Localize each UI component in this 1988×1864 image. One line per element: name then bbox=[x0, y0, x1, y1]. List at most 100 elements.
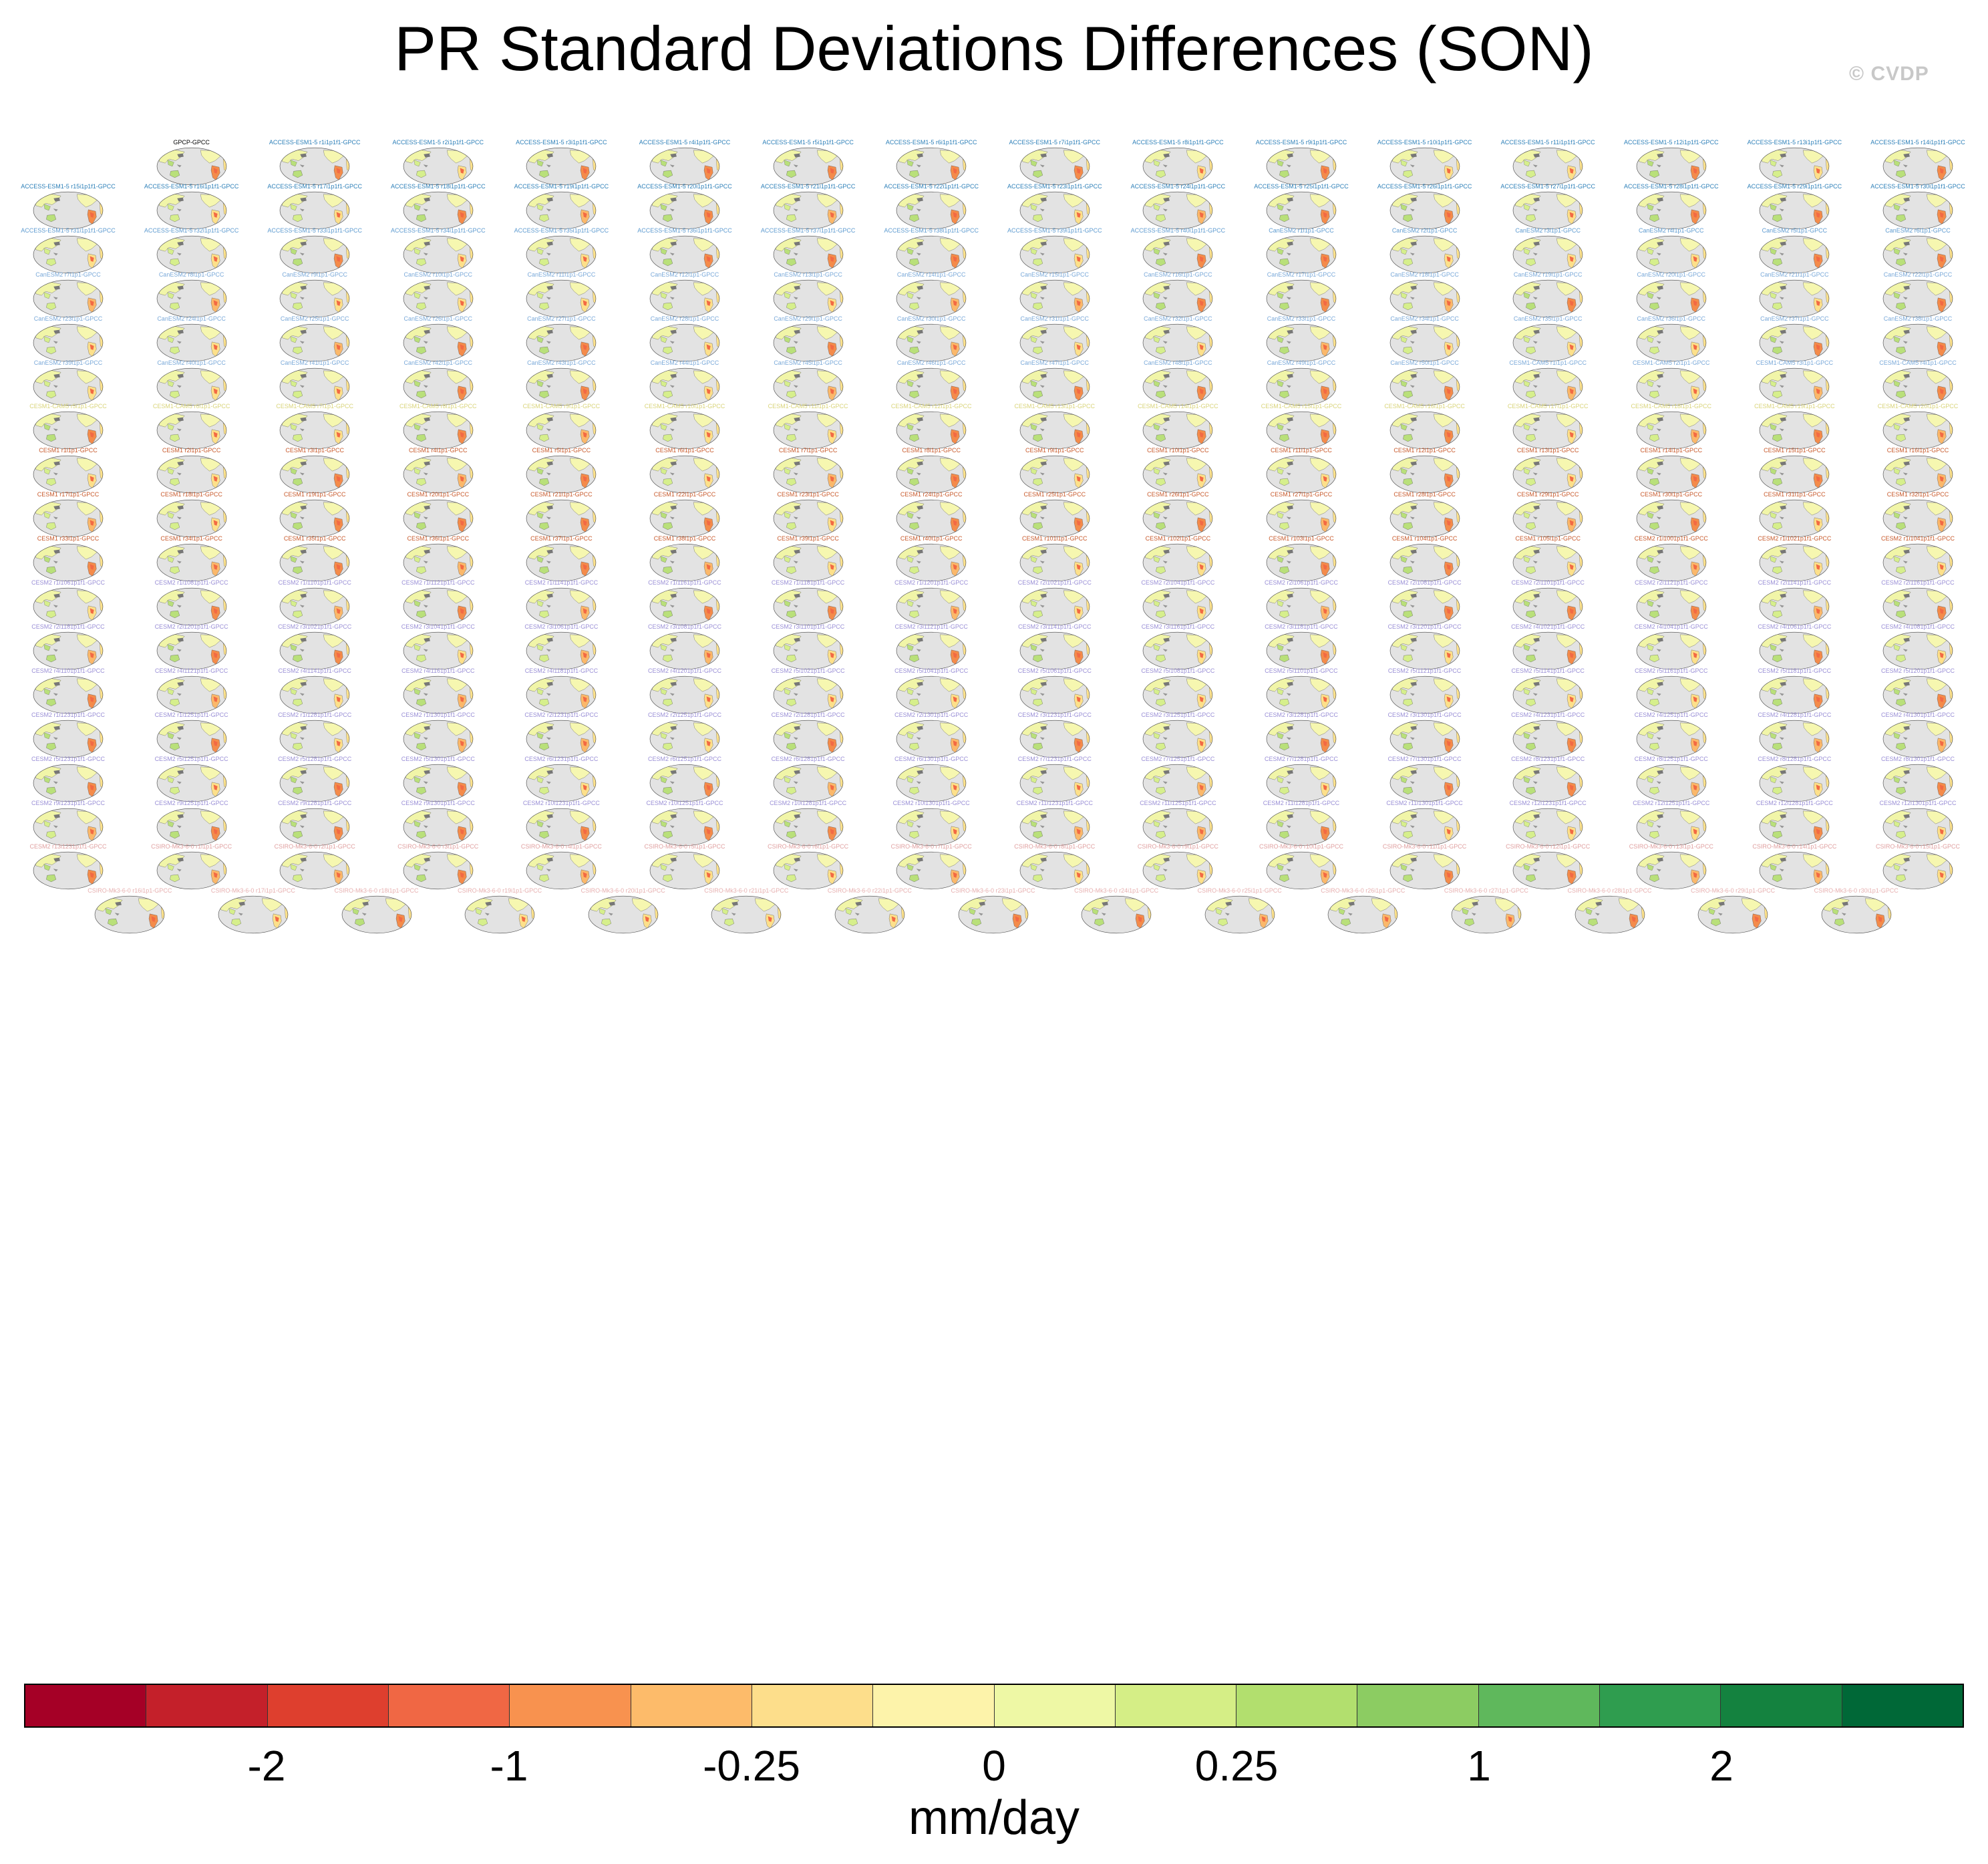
map-panel: CESM2 r1i1061p1f1-GPCC bbox=[9, 579, 127, 626]
panel-title: CSIRO-Mk3-6-0 r18i1p1-GPCC bbox=[334, 887, 419, 895]
map-panel: CESM2 r2i1201p1f1-GPCC bbox=[133, 623, 251, 670]
panel-title: CESM1 r22i1p1-GPCC bbox=[653, 491, 716, 498]
panel-title: CESM2 r4i1141p1f1-GPCC bbox=[278, 667, 351, 674]
map-panel: CSIRO-Mk3-6-0 r8i1p1-GPCC bbox=[996, 843, 1114, 890]
map-panel: CanESM2 r19i1p1-GPCC bbox=[1489, 271, 1607, 318]
map-panel: ACCESS-ESM1-5 r29i1p1f1-GPCC bbox=[1735, 183, 1853, 230]
map-panel: CSIRO-Mk3-6-0 r25i1p1-GPCC bbox=[1181, 887, 1299, 934]
colorbar-box bbox=[388, 1685, 510, 1726]
world-map-icon bbox=[1760, 544, 1830, 582]
map-panel: CESM1 r30i1p1-GPCC bbox=[1613, 491, 1730, 538]
colorbar-box bbox=[267, 1685, 389, 1726]
panel-title: CESM2 r8i1281p1f1-GPCC bbox=[1758, 755, 1832, 762]
map-panel: CSIRO-Mk3-6-0 r1i1p1-GPCC bbox=[133, 843, 251, 890]
map-panel: CESM1 r18i1p1-GPCC bbox=[133, 491, 251, 538]
world-map-icon bbox=[649, 808, 720, 846]
world-map-icon bbox=[1143, 764, 1213, 802]
panel-title: CESM2 r11i1301p1f1-GPCC bbox=[1386, 799, 1463, 806]
world-map-icon bbox=[1143, 808, 1213, 846]
panel-title: CanESM2 r15i1p1-GPCC bbox=[1020, 271, 1090, 278]
map-panel: CanESM2 r36i1p1-GPCC bbox=[1613, 315, 1730, 362]
world-map-icon bbox=[403, 808, 474, 846]
map-panel: CESM1 r3i1p1-GPCC bbox=[256, 447, 373, 494]
world-map-icon bbox=[279, 279, 350, 317]
map-panel: CSIRO-Mk3-6-0 r4i1p1-GPCC bbox=[502, 843, 620, 890]
map-panel: CESM2 r2i1061p1f1-GPCC bbox=[1242, 579, 1360, 626]
panel-title: CESM2 r5i1121p1f1-GPCC bbox=[1387, 667, 1462, 674]
world-map-icon bbox=[1389, 720, 1460, 758]
map-panel: CESM1-CAM5 r15i1p1-GPCC bbox=[1242, 403, 1360, 450]
panel-title: CanESM2 r9i1p1-GPCC bbox=[282, 271, 347, 278]
panel-title: CESM1 r13i1p1-GPCC bbox=[1516, 447, 1579, 454]
world-map-icon bbox=[33, 720, 104, 758]
world-map-icon bbox=[279, 367, 350, 406]
world-map-icon bbox=[33, 500, 104, 538]
map-panel: CESM2 r3i1161p1f1-GPCC bbox=[1119, 623, 1236, 670]
world-map-icon bbox=[1143, 323, 1213, 361]
panel-title: CESM2 r4i1121p1f1-GPCC bbox=[154, 667, 228, 674]
map-panel: CanESM2 r16i1p1-GPCC bbox=[1119, 271, 1236, 318]
panel-title: CESM1 r104i1p1-GPCC bbox=[1391, 535, 1458, 542]
world-map-icon bbox=[279, 587, 350, 626]
world-map-icon bbox=[403, 235, 474, 273]
world-map-icon bbox=[896, 720, 967, 758]
panel-title: CanESM2 r1i1p1-GPCC bbox=[1269, 226, 1334, 234]
map-panel: CESM2 r8i1251p1f1-GPCC bbox=[1613, 756, 1730, 802]
world-map-icon bbox=[33, 412, 104, 450]
world-map-icon bbox=[1389, 587, 1460, 626]
colorbar-box bbox=[631, 1685, 752, 1726]
world-map-icon bbox=[1697, 896, 1768, 934]
world-map-icon bbox=[1512, 587, 1583, 626]
panel-title: CanESM2 r45i1p1-GPCC bbox=[774, 359, 842, 366]
map-panel: CESM1-CAM5 r10i1p1-GPCC bbox=[626, 403, 743, 450]
map-panel: CESM2 r5i1231p1f1-GPCC bbox=[9, 756, 127, 802]
map-panel: CanESM2 r38i1p1-GPCC bbox=[1859, 315, 1977, 362]
world-map-icon bbox=[649, 764, 720, 802]
world-map-icon bbox=[1019, 235, 1090, 273]
map-panel: CESM2 r1i1281p1f1-GPCC bbox=[256, 712, 373, 758]
world-map-icon bbox=[279, 544, 350, 582]
map-panel: CESM1-CAM5 r18i1p1-GPCC bbox=[1613, 403, 1730, 450]
world-map-icon bbox=[526, 808, 597, 846]
panel-title: CESM1 r20i1p1-GPCC bbox=[407, 491, 470, 498]
map-panel: CESM1 r16i1p1-GPCC bbox=[1859, 447, 1977, 494]
map-panel: CanESM2 r17i1p1-GPCC bbox=[1242, 271, 1360, 318]
map-panel: CESM2 r4i1161p1f1-GPCC bbox=[379, 667, 497, 714]
world-map-icon bbox=[1019, 147, 1090, 186]
panel-title: CESM1 r23i1p1-GPCC bbox=[777, 491, 839, 498]
panel-title: CESM2 r11i1231p1f1-GPCC bbox=[1016, 799, 1093, 806]
panel-title: CESM2 r6i1251p1f1-GPCC bbox=[647, 755, 722, 762]
panel-title: CESM2 r4i1251p1f1-GPCC bbox=[1634, 711, 1708, 718]
world-map-icon bbox=[896, 675, 967, 714]
map-panel: CanESM2 r27i1p1-GPCC bbox=[502, 315, 620, 362]
colorbar-box bbox=[1721, 1685, 1842, 1726]
map-panel: CSIRO-Mk3-6-0 r27i1p1-GPCC bbox=[1428, 887, 1545, 934]
map-panel: CSIRO-Mk3-6-0 r23i1p1-GPCC bbox=[935, 887, 1052, 934]
panel-title: CSIRO-Mk3-6-0 r9i1p1-GPCC bbox=[1137, 843, 1218, 850]
panel-title: CSIRO-Mk3-6-0 r30i1p1-GPCC bbox=[1814, 887, 1898, 895]
world-map-icon bbox=[1760, 147, 1830, 186]
panel-title: CESM1 r101i1p1-GPCC bbox=[1022, 535, 1088, 542]
world-map-icon bbox=[1389, 279, 1460, 317]
panel-title: CESM1 r33i1p1-GPCC bbox=[37, 535, 100, 542]
panel-title: CESM1 r1i1p1-GPCC bbox=[39, 447, 98, 454]
colorbar-box bbox=[1478, 1685, 1601, 1726]
world-map-icon bbox=[649, 456, 720, 494]
panel-title: CESM2 r5i1201p1f1-GPCC bbox=[1880, 667, 1955, 674]
colorbar-units: mm/day bbox=[908, 1791, 1080, 1845]
panel-title: CanESM2 r5i1p1-GPCC bbox=[1762, 226, 1828, 234]
world-map-icon bbox=[156, 500, 226, 538]
panel-title: CESM1-CAM5 r16i1p1-GPCC bbox=[1384, 403, 1465, 410]
map-panel: CESM2 r5i1181p1f1-GPCC bbox=[1735, 667, 1853, 714]
map-panel: CSIRO-Mk3-6-0 r24i1p1-GPCC bbox=[1057, 887, 1175, 934]
map-panel: CESM1-CAM5 r20i1p1-GPCC bbox=[1859, 403, 1977, 450]
panel-title: CanESM2 r4i1p1-GPCC bbox=[1639, 226, 1704, 234]
map-panel: CESM2 r2i1141p1f1-GPCC bbox=[1735, 579, 1853, 626]
map-panel: ACCESS-ESM1-5 r33i1p1f1-GPCC bbox=[256, 227, 373, 274]
map-panel: CESM2 r5i1141p1f1-GPCC bbox=[1489, 667, 1607, 714]
panel-title: CESM1 r19i1p1-GPCC bbox=[283, 491, 346, 498]
map-panel: CESM2 r4i1061p1f1-GPCC bbox=[1735, 623, 1853, 670]
world-map-icon bbox=[1760, 675, 1830, 714]
world-map-icon bbox=[156, 456, 226, 494]
panel-title: CESM2 r11i1251p1f1-GPCC bbox=[1140, 799, 1216, 806]
